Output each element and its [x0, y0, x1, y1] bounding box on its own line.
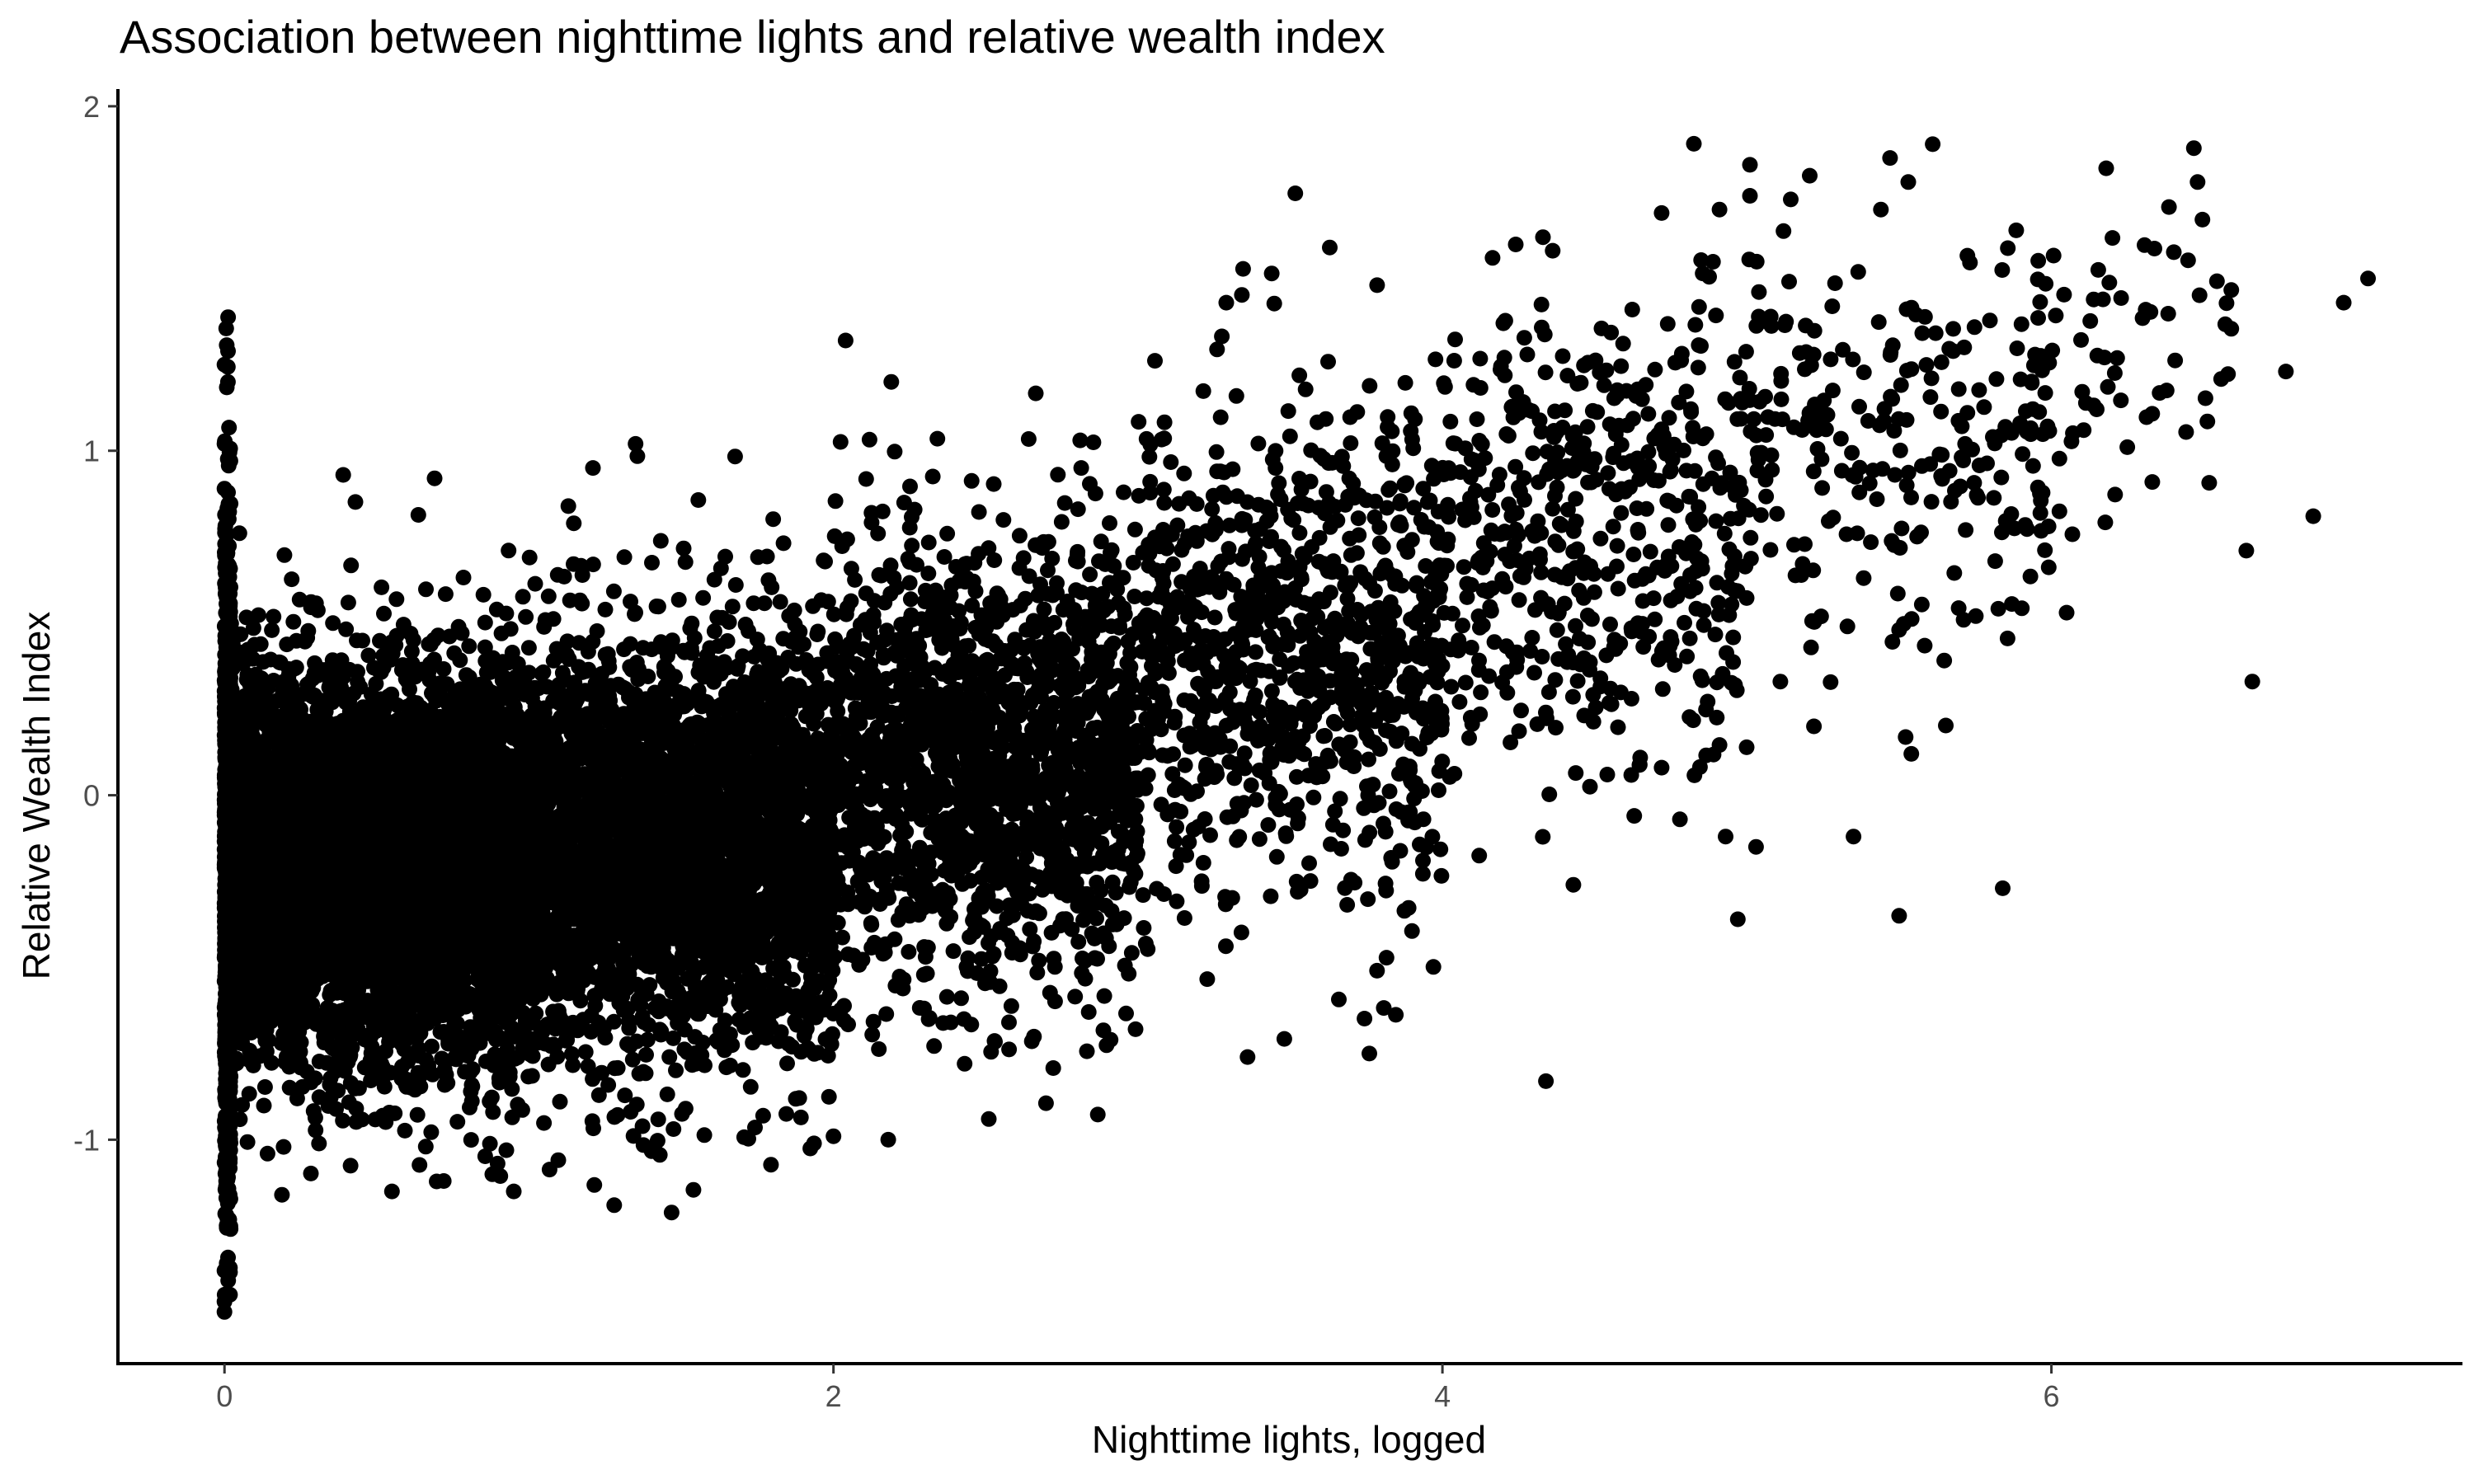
chart-title: Association between nighttime lights and…: [120, 11, 1385, 63]
data-point: [421, 664, 437, 679]
data-point: [218, 1108, 233, 1125]
data-point: [488, 601, 505, 618]
data-point: [232, 1111, 248, 1128]
data-point: [219, 504, 236, 520]
data-point: [475, 586, 492, 603]
data-point: [279, 636, 295, 653]
data-point: [376, 605, 392, 622]
data-point: [261, 735, 278, 751]
data-point: [219, 337, 235, 354]
data-point: [219, 1082, 236, 1098]
data-point: [372, 632, 388, 649]
data-point: [368, 675, 384, 692]
data-point: [418, 581, 434, 598]
data-point: [311, 1054, 327, 1069]
data-point: [343, 557, 360, 574]
data-point: [412, 1078, 429, 1095]
data-point: [307, 1070, 323, 1087]
data-point: [328, 733, 345, 749]
data-point: [219, 451, 236, 467]
data-point: [217, 518, 233, 534]
data-point: [221, 420, 238, 436]
data-point: [303, 1165, 319, 1181]
data-point: [256, 1079, 273, 1095]
data-point: [483, 1089, 500, 1106]
data-point: [398, 1071, 415, 1087]
data-point: [360, 647, 377, 664]
data-point: [247, 636, 263, 653]
data-point: [450, 618, 467, 635]
data-point: [374, 579, 390, 595]
data-point: [311, 1135, 327, 1152]
data-point: [501, 542, 517, 559]
data-point: [492, 1168, 509, 1184]
data-point: [397, 1122, 413, 1139]
data-point: [486, 1024, 502, 1040]
data-point: [375, 660, 392, 676]
data-point: [410, 507, 426, 523]
data-point: [515, 589, 531, 605]
data-point: [463, 1093, 480, 1110]
data-point: [455, 570, 472, 585]
data-point: [231, 525, 247, 542]
data-point: [435, 661, 452, 677]
data-point: [388, 627, 405, 644]
data-point: [217, 544, 233, 561]
data-point: [373, 691, 389, 707]
data-point: [342, 1158, 359, 1174]
data-point: [221, 1211, 238, 1228]
data-point: [274, 1186, 290, 1203]
data-point: [477, 614, 493, 631]
data-point: [276, 547, 293, 563]
data-point: [219, 379, 235, 396]
data-point: [340, 1037, 356, 1054]
data-point: [506, 1028, 523, 1045]
data-point: [219, 1129, 234, 1145]
data-point: [449, 1114, 466, 1130]
data-point: [256, 1097, 272, 1114]
data-point: [219, 573, 236, 589]
data-point: [437, 586, 454, 603]
data-points: [216, 135, 2376, 1320]
data-point: [347, 494, 364, 510]
data-point: [294, 1078, 311, 1095]
data-point: [487, 1046, 503, 1063]
data-point: [349, 632, 365, 649]
data-point: [239, 1134, 256, 1150]
data-point: [285, 613, 302, 630]
data-point: [497, 1064, 514, 1080]
data-point: [264, 622, 280, 638]
data-point: [423, 1124, 440, 1140]
data-point: [217, 559, 233, 575]
data-point: [259, 1145, 275, 1162]
data-point: [518, 608, 534, 625]
data-point: [275, 1139, 292, 1155]
data-point: [388, 591, 405, 608]
data-point: [220, 588, 237, 604]
data-point: [218, 320, 234, 336]
data-point: [506, 699, 523, 716]
data-point: [308, 1122, 324, 1139]
data-point: [220, 1153, 237, 1169]
data-point: [219, 1172, 236, 1188]
data-point: [327, 1009, 343, 1026]
data-point: [461, 638, 477, 655]
data-point: [220, 1249, 236, 1266]
